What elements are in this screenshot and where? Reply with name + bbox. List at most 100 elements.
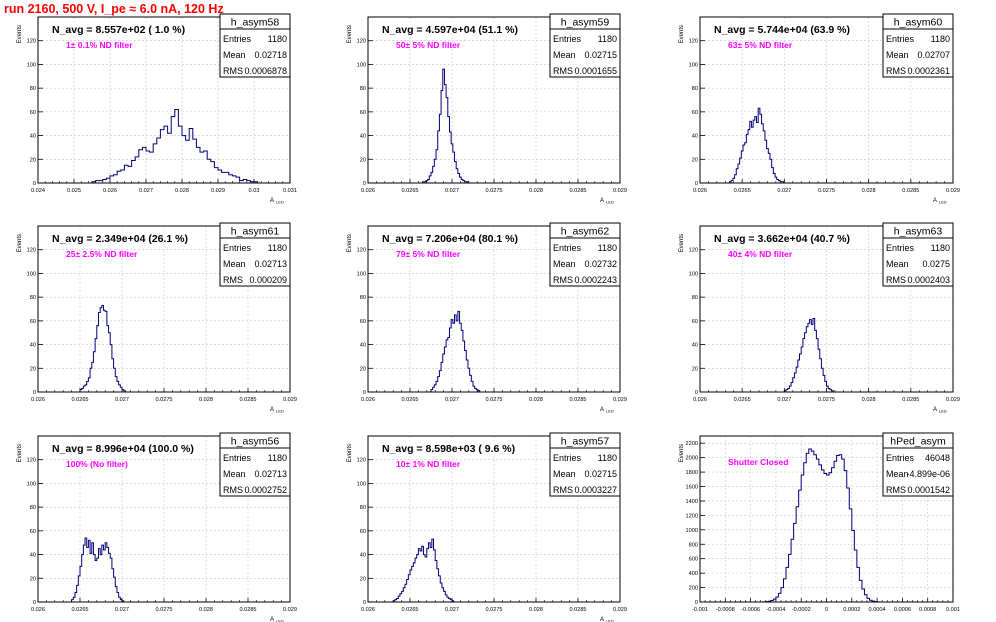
filter-annotation: 63± 5% ND filter <box>728 40 793 50</box>
stats-label: RMS <box>223 485 243 495</box>
x-tick-label: 0.0265 <box>734 397 751 403</box>
x-tick-label: 0.0265 <box>401 188 418 194</box>
x-tick-label: 0.028 <box>529 607 543 613</box>
y-axis-label: Events <box>679 234 685 252</box>
y-tick-label: 120 <box>357 248 366 254</box>
y-tick-label: 1600 <box>686 485 698 491</box>
x-tick-label: 0.0004 <box>869 607 886 613</box>
n-avg-label: N_avg = 2.349e+04 (26.1 %) <box>52 233 188 245</box>
y-tick-label: 20 <box>30 157 36 163</box>
y-tick-label: 20 <box>360 157 366 163</box>
x-tick-label: 0.029 <box>613 607 627 613</box>
stats-label: Entries <box>553 34 582 44</box>
x-axis-label-main: A <box>600 617 604 622</box>
stats-value: 1180 <box>268 243 287 253</box>
x-axis-label-subscript: LED <box>276 409 284 414</box>
stats-label: RMS <box>886 485 906 495</box>
stats-value: 0.0001655 <box>574 66 617 76</box>
histogram-line-h_asym61 <box>79 304 126 392</box>
x-tick-label: 0.029 <box>211 188 225 194</box>
x-axis-label-main: A <box>600 407 604 413</box>
stats-value: -4.899e-06 <box>906 469 950 479</box>
x-tick-label: 0.027 <box>445 607 459 613</box>
stats-value: 1180 <box>598 34 617 44</box>
histogram-panel-h_asym59: 0.026 0.0265 0.027 0.0275 0.028 0.0285 0.029 0 2… <box>347 13 627 205</box>
x-tick-label: 0.03 <box>249 188 260 194</box>
n-avg-label-bg <box>706 22 866 37</box>
y-tick-label: 20 <box>692 157 698 163</box>
filter-annotation: 79± 5% ND filter <box>396 249 461 259</box>
x-axis-label-main: A <box>270 617 274 622</box>
y-axis-label: Events <box>347 444 353 462</box>
x-tick-label: 0.027 <box>445 397 459 403</box>
stats-label: Entries <box>886 243 915 253</box>
y-tick-label: 20 <box>360 366 366 372</box>
stats-title: h_asym56 <box>231 436 280 448</box>
histogram-line-h_asym57 <box>392 538 455 602</box>
n-avg-label: N_avg = 5.744e+04 (63.9 %) <box>714 24 850 36</box>
stats-body-bg <box>219 28 291 78</box>
stats-value: 0.02718 <box>254 50 287 60</box>
x-tick-label: 0.027 <box>115 607 129 613</box>
stats-label: RMS <box>553 275 573 285</box>
stats-label: Entries <box>553 453 582 463</box>
y-tick-label: 0 <box>363 390 366 396</box>
stats-box-h_asym56: h_asym56 Entries 1180 Mean 0.02713 RMS 0.00027… <box>219 432 291 497</box>
x-tick-label: 0.0285 <box>569 188 586 194</box>
histogram-line-h_asym62 <box>430 310 481 392</box>
x-axis-label: A LED <box>600 198 614 205</box>
y-tick-label: 80 <box>30 295 36 301</box>
x-tick-label: -0.0002 <box>792 607 811 613</box>
stats-title: hPed_asym <box>890 436 946 448</box>
y-tick-label: 0 <box>33 600 36 606</box>
stats-label: Mean <box>553 50 576 60</box>
filter-annotation: Shutter Closed <box>728 457 788 467</box>
y-tick-label: 100 <box>357 481 366 487</box>
y-tick-label: 60 <box>30 319 36 325</box>
stats-label: Entries <box>886 34 915 44</box>
stats-value: 0.000209 <box>249 275 287 285</box>
y-tick-label: 0 <box>33 181 36 187</box>
stats-body-bg <box>882 28 954 78</box>
stats-value: 1180 <box>931 34 950 44</box>
histogram-line-hPed_asym <box>762 448 881 603</box>
y-tick-label: 0 <box>695 181 698 187</box>
stats-label: Entries <box>886 453 915 463</box>
stats-title: h_asym59 <box>561 17 610 29</box>
stats-value: 0.02713 <box>254 259 287 269</box>
y-tick-label: 20 <box>30 576 36 582</box>
y-tick-label: 60 <box>692 319 698 325</box>
y-tick-label: 60 <box>30 529 36 535</box>
x-tick-label: 0.029 <box>613 188 627 194</box>
stats-value: 1180 <box>598 453 617 463</box>
y-tick-label: 2000 <box>686 456 698 462</box>
stats-label: Mean <box>223 50 246 60</box>
x-tick-label: 0.0265 <box>401 397 418 403</box>
x-tick-label: 0.028 <box>175 188 189 194</box>
x-tick-label: 0.026 <box>103 188 117 194</box>
stats-value: 1180 <box>268 453 287 463</box>
stats-value: 1180 <box>268 34 287 44</box>
stats-value: 0.0001542 <box>907 485 950 495</box>
y-tick-label: 60 <box>30 110 36 116</box>
x-axis-label: A LED <box>933 407 947 414</box>
x-tick-label: 0.029 <box>283 607 297 613</box>
y-tick-label: 120 <box>689 248 698 254</box>
x-tick-label: 0.0008 <box>919 607 936 613</box>
histogram-panel-hPed_asym: -0.001 -0.0008 -0.0006 -0.0004 -0.0002 0 0.000… <box>679 432 960 613</box>
stats-body-bg <box>219 447 291 497</box>
y-tick-label: 1200 <box>686 513 698 519</box>
x-tick-label: 0.025 <box>67 188 81 194</box>
x-tick-label: 0.0265 <box>734 188 751 194</box>
stats-box-h_asym62: h_asym62 Entries 1180 Mean 0.02732 RMS 0.00022… <box>549 222 621 287</box>
y-tick-label: 200 <box>689 586 698 592</box>
x-tick-label: 0.029 <box>946 188 960 194</box>
stats-title: h_asym57 <box>561 436 610 448</box>
stats-value: 0.0002403 <box>907 275 950 285</box>
x-tick-label: 0.0275 <box>485 397 502 403</box>
x-tick-label: 0.0275 <box>155 397 172 403</box>
histogram-line-h_asym63 <box>783 317 834 392</box>
x-tick-label: 0.026 <box>693 188 707 194</box>
x-axis-label-subscript: LED <box>276 200 284 205</box>
